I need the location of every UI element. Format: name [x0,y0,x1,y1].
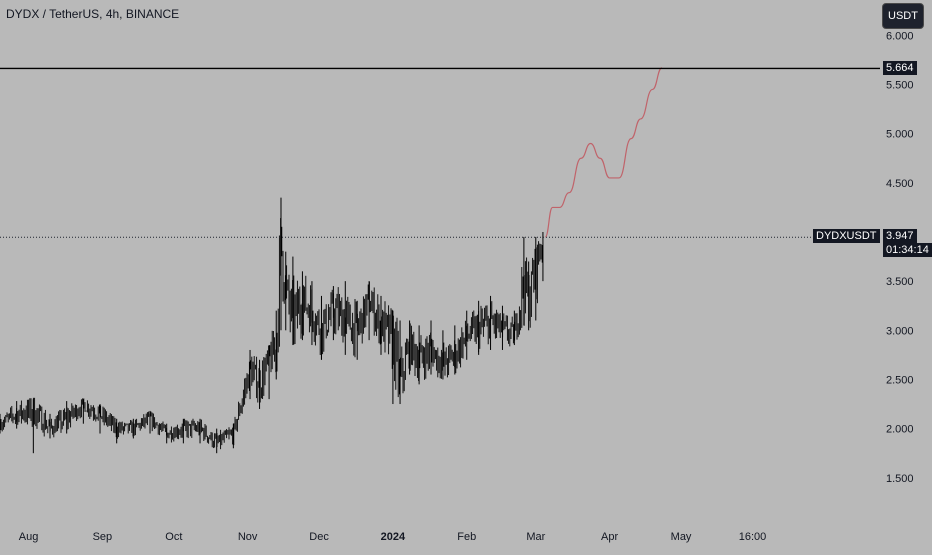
time-tick-label: Nov [238,531,258,543]
time-tick-label: Feb [457,531,476,543]
price-axis-ticks: 6.000 5.500 5.000 4.500 3.500 3.000 2.500 2.000… [886,30,914,485]
time-tick-label: 2024 [381,531,406,543]
time-tick-label: Mar [526,531,545,543]
time-tick-label: May [671,531,692,543]
last-price-tag: 3.947 [883,229,917,244]
price-tick-label: 5.500 [886,80,914,92]
price-tick-label: 3.000 [886,325,914,337]
chart-title: DYDX / TetherUS, 4h, BINANCE [6,7,180,21]
time-tick-label: 16:00 [739,531,767,543]
price-tick-label: 2.500 [886,374,914,386]
time-axis[interactable]: Aug Sep Oct Nov Dec 2024 Feb Mar Apr May 16:00 [0,522,932,550]
candles-layer [0,197,544,454]
price-tick-label: 5.000 [886,129,914,141]
time-tick-label: Aug [19,531,39,543]
price-tick-label: 4.500 [886,178,914,190]
symbol-tag: DYDXUSDT [813,229,880,244]
time-tick-label: Sep [93,531,113,543]
time-tick-label: Oct [165,531,182,543]
price-tick-label: 6.000 [886,30,914,42]
price-tick-label: 3.500 [886,276,914,288]
time-tick-label: Dec [309,531,329,543]
projection-line [544,67,663,238]
chart-plot-area[interactable] [0,0,880,522]
time-tick-label: Apr [601,531,618,543]
time-axis-ticks: Aug Sep Oct Nov Dec 2024 Feb Mar Apr May 16:00 [19,531,767,543]
resistance-price-tag: 5.664 [883,61,917,76]
price-chart[interactable] [0,0,880,522]
price-tick-label: 1.500 [886,473,914,485]
price-tick-label: 2.000 [886,424,914,436]
price-axis[interactable]: 6.000 5.500 5.000 4.500 3.500 3.000 2.500 2.000… [880,0,932,522]
countdown-tag: 01:34:14 [883,243,932,258]
currency-button[interactable]: USDT [882,3,924,29]
